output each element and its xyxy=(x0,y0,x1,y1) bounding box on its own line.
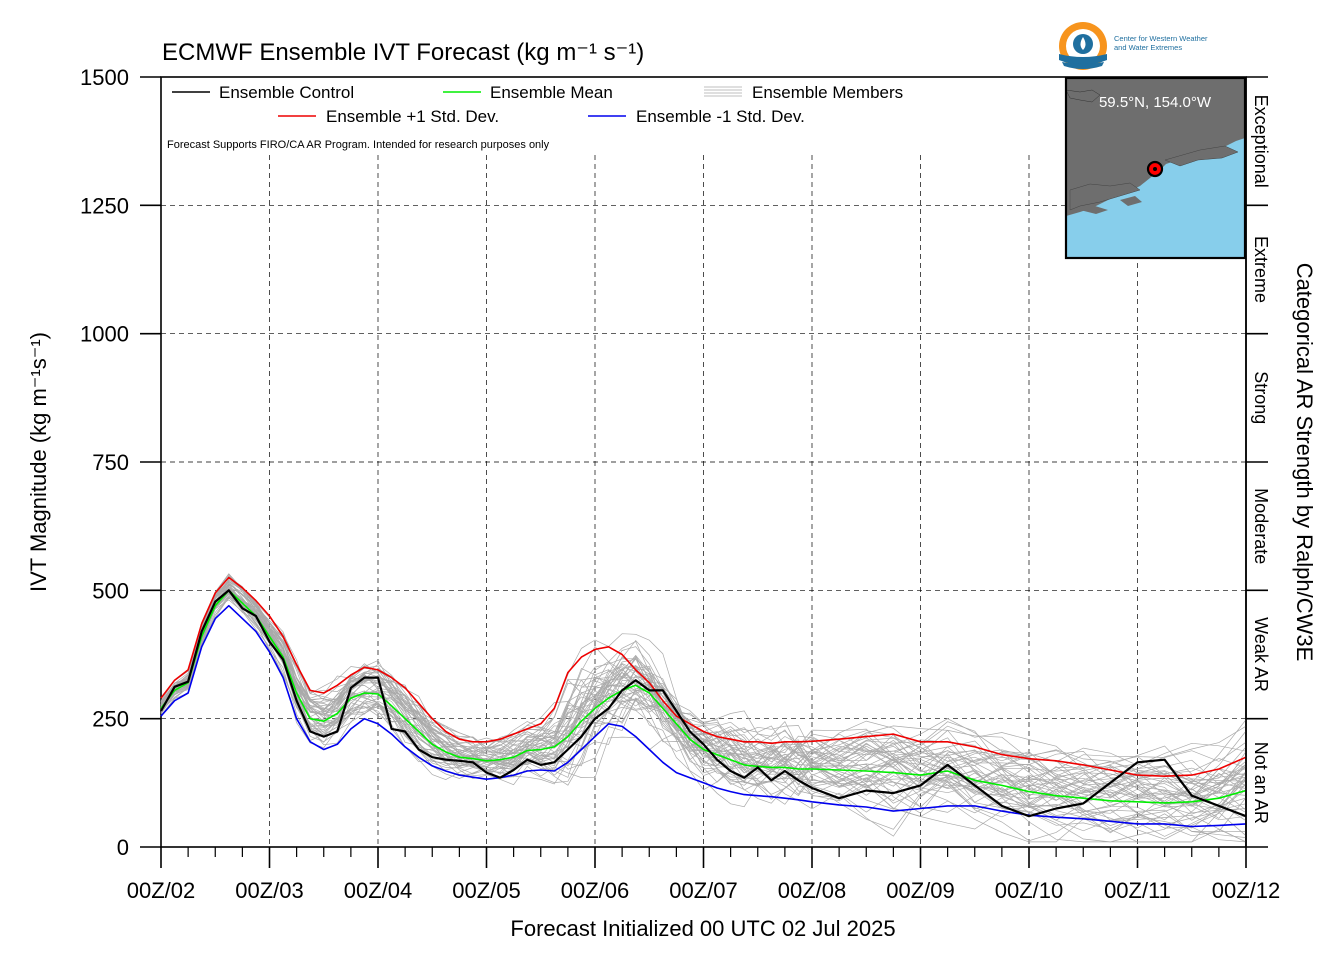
category-label: Moderate xyxy=(1251,488,1271,564)
x-tick-label: 00Z/02 xyxy=(127,878,196,903)
x-tick-label: 00Z/12 xyxy=(1212,878,1281,903)
series-ensemble-mean xyxy=(160,589,1247,804)
legend-mean: Ensemble Mean xyxy=(490,83,613,102)
logo-text-line2: and Water Extremes xyxy=(1114,43,1182,52)
legend-plus-std: Ensemble +1 Std. Dev. xyxy=(326,107,499,126)
category-label: Not an AR xyxy=(1251,742,1271,824)
x-tick-label: 00Z/05 xyxy=(452,878,521,903)
x-tick-label: 00Z/03 xyxy=(235,878,304,903)
x-axis: 00Z/02 00Z/03 00Z/04 00Z/05 00Z/06 00Z/07 00Z/… xyxy=(127,847,1281,903)
ensemble-member-line xyxy=(160,596,1247,842)
ensemble-member-line xyxy=(160,583,1247,799)
category-label: Exceptional xyxy=(1251,95,1271,188)
y-tick-label: 250 xyxy=(92,707,129,732)
ar-category-axis: Not an AR Weak AR Moderate Strong Extreme Exc… xyxy=(1245,76,1271,848)
y-axis-label: IVT Magnitude (kg m⁻¹s⁻¹) xyxy=(26,332,51,592)
y-axis: 0 250 500 750 1000 1250 1500 xyxy=(80,65,161,860)
ensemble-member-line xyxy=(160,580,1247,796)
ensemble-member-line xyxy=(160,592,1247,807)
legend: Ensemble Control Ensemble Mean Ensemble … xyxy=(167,83,903,151)
ensemble-member-line xyxy=(160,589,1247,785)
chart-title: ECMWF Ensemble IVT Forecast (kg m⁻¹ s⁻¹) xyxy=(162,39,644,66)
ensemble-member-line xyxy=(160,575,1247,806)
y-tick-label: 750 xyxy=(92,450,129,475)
series-ensemble-control xyxy=(160,589,1247,818)
right-axis-label: Categorical AR Strength by Ralph/CW3E xyxy=(1292,263,1317,662)
legend-control: Ensemble Control xyxy=(219,83,354,102)
series-lines xyxy=(160,576,1247,828)
series-ensemble-1-std-dev xyxy=(160,576,1247,778)
y-tick-label: 1500 xyxy=(80,65,129,90)
x-tick-label: 00Z/06 xyxy=(561,878,630,903)
ensemble-member-line xyxy=(160,573,1247,821)
legend-swatch-members xyxy=(704,86,742,97)
legend-minus-std: Ensemble -1 Std. Dev. xyxy=(636,107,805,126)
y-tick-label: 0 xyxy=(117,835,129,860)
location-inset-map: 59.5°N, 154.0°W xyxy=(1064,76,1247,260)
ensemble-member-line xyxy=(160,595,1247,830)
x-axis-label: Forecast Initialized 00 UTC 02 Jul 2025 xyxy=(510,916,895,941)
y-tick-label: 1250 xyxy=(80,193,129,218)
x-tick-label: 00Z/07 xyxy=(669,878,738,903)
inset-location-label: 59.5°N, 154.0°W xyxy=(1099,94,1212,111)
cw3e-logo: Center for Western Weather and Water Ext… xyxy=(1059,22,1208,70)
ensemble-member-line xyxy=(160,591,1247,798)
inset-land xyxy=(1066,78,1245,216)
y-tick-label: 1000 xyxy=(80,322,129,347)
x-tick-label: 00Z/08 xyxy=(778,878,847,903)
ensemble-member-line xyxy=(160,588,1247,796)
category-label: Extreme xyxy=(1251,236,1271,303)
ensemble-member-line xyxy=(160,594,1247,832)
y-tick-label: 500 xyxy=(92,578,129,603)
category-label: Weak AR xyxy=(1251,617,1271,692)
research-note: Forecast Supports FIRO/CA AR Program. In… xyxy=(167,139,550,151)
x-tick-label: 00Z/10 xyxy=(995,878,1064,903)
legend-members: Ensemble Members xyxy=(752,83,903,102)
x-tick-label: 00Z/09 xyxy=(886,878,955,903)
category-label: Strong xyxy=(1251,371,1271,424)
x-tick-label: 00Z/11 xyxy=(1104,878,1171,903)
ensemble-member-line xyxy=(160,580,1247,810)
logo-text-line1: Center for Western Weather xyxy=(1114,34,1208,43)
x-tick-label: 00Z/04 xyxy=(344,878,413,903)
ensemble-member-line xyxy=(160,599,1247,830)
series-ensemble-1-std-dev xyxy=(160,604,1247,828)
